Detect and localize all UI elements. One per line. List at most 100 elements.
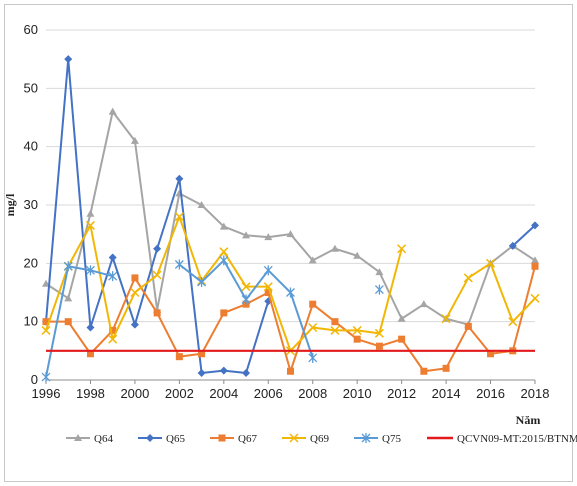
series-line bbox=[45, 265, 113, 378]
triangle-marker bbox=[264, 233, 273, 241]
y-tick-label: 20 bbox=[24, 255, 38, 270]
square-marker bbox=[153, 309, 161, 317]
x-marker bbox=[152, 270, 162, 280]
triangle-marker bbox=[308, 256, 317, 264]
diamond-marker bbox=[242, 369, 251, 377]
legend-label: QCVN09-MT:2015/BTNMT bbox=[457, 433, 577, 445]
x-tick-label: 2010 bbox=[343, 386, 372, 401]
diamond-marker bbox=[508, 241, 517, 250]
triangle-marker bbox=[531, 256, 539, 264]
legend-item: Q67 bbox=[210, 433, 257, 445]
x-marker bbox=[85, 220, 95, 230]
square-marker bbox=[375, 342, 383, 350]
square-marker bbox=[353, 335, 361, 343]
x-marker bbox=[463, 273, 473, 283]
triangle-marker bbox=[375, 268, 384, 276]
x-axis-label: Năm bbox=[516, 413, 541, 427]
square-marker bbox=[109, 326, 117, 334]
series-line bbox=[45, 215, 403, 352]
diamond-marker bbox=[64, 55, 73, 64]
x-marker bbox=[330, 325, 340, 335]
diamond-marker bbox=[153, 244, 162, 253]
triangle-marker bbox=[42, 279, 50, 287]
x-tick-label: 2006 bbox=[254, 386, 283, 401]
y-tick-label: 50 bbox=[24, 80, 38, 95]
square-marker bbox=[442, 364, 450, 372]
diamond-marker bbox=[146, 434, 154, 442]
square-marker bbox=[220, 309, 228, 317]
triangle-marker bbox=[419, 300, 428, 308]
diamond-marker bbox=[130, 320, 139, 329]
x-tick-label: 2004 bbox=[209, 386, 238, 401]
legend-item: Q64 bbox=[66, 433, 113, 445]
x-marker bbox=[308, 322, 318, 333]
star-marker bbox=[41, 372, 51, 383]
star-marker bbox=[197, 277, 207, 287]
square-marker bbox=[420, 367, 428, 375]
square-marker bbox=[464, 322, 472, 330]
x-marker bbox=[241, 282, 251, 292]
x-marker bbox=[397, 244, 407, 254]
triangle-marker bbox=[286, 230, 295, 238]
square-marker bbox=[64, 318, 72, 326]
series-line bbox=[512, 224, 536, 247]
square-marker bbox=[487, 350, 495, 358]
x-tick-label: 2014 bbox=[432, 386, 461, 401]
y-tick-label: 0 bbox=[31, 372, 38, 387]
diamond-marker bbox=[175, 174, 184, 183]
diamond-marker bbox=[219, 366, 228, 375]
star-marker bbox=[108, 271, 118, 282]
series-line bbox=[46, 265, 536, 373]
x-tick-label: 2008 bbox=[298, 386, 327, 401]
legend-item: Q65 bbox=[138, 433, 185, 445]
y-tick-label: 60 bbox=[24, 22, 38, 37]
x-tick-label: 1996 bbox=[32, 386, 61, 401]
square-marker bbox=[218, 434, 226, 442]
square-marker bbox=[309, 300, 317, 308]
square-marker bbox=[175, 353, 183, 361]
triangle-marker bbox=[219, 222, 228, 230]
star-marker bbox=[63, 261, 73, 272]
star-marker bbox=[374, 284, 384, 295]
x-marker bbox=[374, 328, 384, 338]
x-marker bbox=[486, 258, 496, 268]
star-marker bbox=[361, 433, 371, 443]
series-line bbox=[445, 262, 536, 323]
x-tick-label: 2002 bbox=[165, 386, 194, 401]
x-tick-label: 2000 bbox=[120, 386, 149, 401]
triangle-marker bbox=[130, 136, 139, 144]
legend-label: Q64 bbox=[94, 433, 113, 445]
series-q69 bbox=[41, 212, 540, 356]
star-marker bbox=[263, 265, 273, 276]
x-marker bbox=[108, 334, 118, 344]
diamond-marker bbox=[108, 253, 117, 262]
triangle-marker bbox=[108, 107, 117, 115]
legend-label: Q67 bbox=[238, 433, 257, 445]
x-marker bbox=[174, 212, 184, 222]
triangle-marker bbox=[197, 201, 206, 208]
legend-item: QCVN09-MT:2015/BTNMT bbox=[427, 433, 577, 445]
y-axis-label: mg/l bbox=[3, 193, 17, 216]
x-axis-ticks: 1996 1998 2000 2002 2004 2006 2008 2010 2012 2014… bbox=[32, 380, 550, 401]
square-marker bbox=[331, 318, 339, 326]
x-marker bbox=[441, 314, 451, 324]
triangle-marker bbox=[330, 244, 339, 252]
square-marker bbox=[398, 335, 406, 343]
legend-label: Q69 bbox=[310, 433, 329, 445]
x-marker bbox=[352, 325, 362, 335]
legend-label: Q75 bbox=[382, 433, 401, 445]
square-marker bbox=[42, 318, 50, 326]
square-marker bbox=[287, 367, 294, 375]
triangle-marker bbox=[353, 251, 362, 259]
diamond-marker bbox=[86, 323, 95, 332]
legend-item: Q69 bbox=[282, 433, 329, 445]
x-tick-label: 2018 bbox=[521, 386, 550, 401]
square-marker bbox=[86, 350, 94, 358]
star-marker bbox=[174, 259, 184, 270]
series-line bbox=[45, 58, 270, 374]
y-tick-label: 40 bbox=[24, 139, 38, 154]
star-marker bbox=[286, 287, 295, 298]
y-tick-label: 30 bbox=[24, 197, 38, 212]
x-tick-label: 2016 bbox=[476, 386, 505, 401]
